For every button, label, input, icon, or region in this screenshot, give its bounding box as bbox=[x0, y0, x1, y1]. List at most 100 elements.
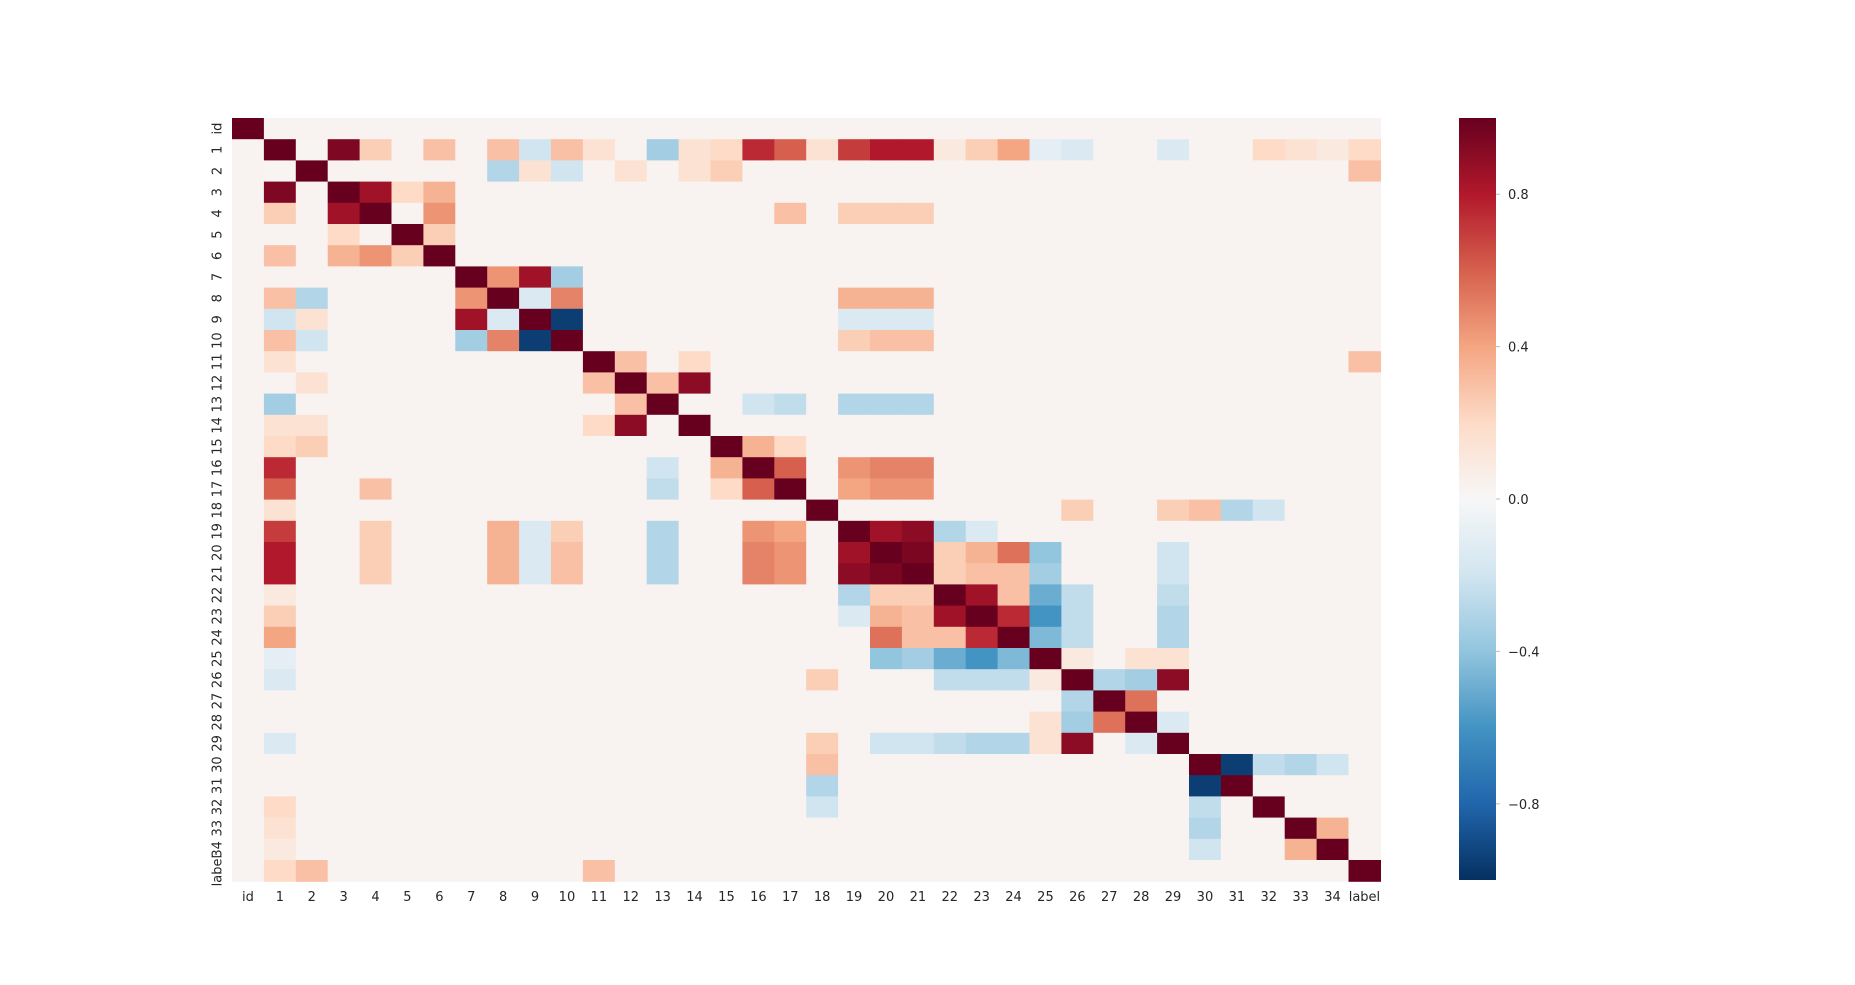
heatmap-cell bbox=[1061, 393, 1094, 416]
x-tick-label: id bbox=[242, 890, 254, 905]
heatmap-cell bbox=[455, 669, 488, 691]
heatmap-cell bbox=[263, 542, 297, 564]
heatmap-cell bbox=[1157, 690, 1190, 713]
heatmap-cell bbox=[423, 542, 456, 564]
heatmap-cell bbox=[997, 351, 1031, 373]
heatmap-cell bbox=[678, 457, 712, 479]
heatmap-cell bbox=[455, 499, 488, 522]
heatmap-cell bbox=[742, 330, 775, 352]
heatmap-cell bbox=[391, 838, 424, 861]
heatmap-cell bbox=[870, 584, 903, 607]
heatmap-cell bbox=[1125, 520, 1158, 543]
heatmap-cell bbox=[646, 796, 680, 819]
heatmap-cell bbox=[1125, 436, 1158, 458]
heatmap-cell bbox=[933, 372, 967, 395]
heatmap-cell bbox=[1348, 690, 1381, 713]
heatmap-cell bbox=[327, 584, 361, 607]
heatmap-cell bbox=[742, 139, 775, 161]
heatmap-cell bbox=[519, 775, 552, 797]
heatmap-cell bbox=[1348, 266, 1381, 289]
heatmap-cell bbox=[742, 245, 775, 267]
heatmap-cell bbox=[678, 817, 712, 840]
x-tick-label: 30 bbox=[1197, 890, 1214, 905]
heatmap-cell bbox=[1220, 563, 1254, 585]
heatmap-cell bbox=[263, 181, 297, 204]
heatmap-cell bbox=[1125, 478, 1158, 501]
heatmap-cell bbox=[263, 499, 297, 522]
x-tick-label: 20 bbox=[878, 890, 895, 905]
heatmap-cell bbox=[901, 626, 935, 649]
heatmap-cell bbox=[263, 393, 297, 416]
y-tick-label: 11 bbox=[211, 354, 226, 371]
heatmap-cell bbox=[359, 542, 393, 564]
heatmap-cell bbox=[1061, 351, 1094, 373]
heatmap-cell bbox=[1284, 478, 1318, 501]
heatmap-cell bbox=[646, 817, 680, 840]
heatmap-cell bbox=[1093, 160, 1126, 183]
heatmap-cell bbox=[582, 245, 616, 267]
heatmap-cell bbox=[1348, 754, 1381, 776]
heatmap-cell bbox=[774, 160, 807, 183]
heatmap-cell bbox=[806, 202, 839, 225]
heatmap-cell bbox=[1029, 732, 1062, 755]
heatmap-cell bbox=[1284, 414, 1318, 437]
heatmap-cell bbox=[582, 542, 616, 564]
heatmap-cell bbox=[519, 330, 552, 352]
heatmap-cell bbox=[1061, 287, 1094, 310]
heatmap-cell bbox=[838, 139, 871, 161]
heatmap-cell bbox=[1189, 393, 1222, 416]
heatmap-cell bbox=[870, 605, 903, 628]
heatmap-cell bbox=[742, 457, 775, 479]
heatmap-cell bbox=[870, 351, 903, 373]
heatmap-cell bbox=[391, 775, 424, 797]
heatmap-cell bbox=[1125, 372, 1158, 395]
heatmap-cell bbox=[1029, 817, 1062, 840]
heatmap-cell bbox=[423, 118, 456, 140]
heatmap-cell bbox=[582, 414, 616, 437]
heatmap-cell bbox=[232, 308, 265, 331]
heatmap-cell bbox=[742, 817, 775, 840]
heatmap-cell bbox=[1029, 478, 1062, 501]
heatmap-cell bbox=[1093, 436, 1126, 458]
heatmap-cell bbox=[997, 732, 1031, 755]
heatmap-cell bbox=[774, 457, 807, 479]
heatmap-cell bbox=[806, 732, 839, 755]
heatmap-cell bbox=[295, 711, 329, 734]
heatmap-cell bbox=[1189, 330, 1222, 352]
heatmap-cell bbox=[710, 626, 743, 649]
heatmap-cell bbox=[582, 796, 616, 819]
heatmap-cell bbox=[806, 690, 839, 713]
heatmap-cell bbox=[582, 436, 616, 458]
heatmap-cell bbox=[646, 499, 680, 522]
heatmap-cell bbox=[710, 542, 743, 564]
heatmap-cell bbox=[646, 478, 680, 501]
heatmap-cell bbox=[1189, 711, 1222, 734]
heatmap-cell bbox=[1252, 393, 1286, 416]
heatmap-cell bbox=[519, 732, 552, 755]
x-tick-label: 11 bbox=[591, 890, 608, 905]
heatmap-cell bbox=[806, 160, 839, 183]
heatmap-cell bbox=[1220, 690, 1254, 713]
y-tick-label: 19 bbox=[211, 523, 226, 540]
heatmap-cell bbox=[997, 860, 1031, 882]
heatmap-cell bbox=[582, 605, 616, 628]
colorbar-tick-label: 0.0 bbox=[1508, 493, 1529, 508]
heatmap-cell bbox=[965, 860, 999, 882]
heatmap-cell bbox=[455, 796, 488, 819]
heatmap-cell bbox=[391, 542, 424, 564]
heatmap-cell bbox=[232, 754, 265, 776]
heatmap-cell bbox=[487, 393, 520, 416]
heatmap-cell bbox=[1157, 202, 1190, 225]
heatmap-cell bbox=[327, 478, 361, 501]
heatmap-cell bbox=[614, 224, 648, 246]
heatmap-cell bbox=[295, 860, 329, 882]
heatmap-cell bbox=[965, 648, 999, 670]
heatmap-cell bbox=[965, 181, 999, 204]
heatmap-cell bbox=[870, 457, 903, 479]
x-tick-label: 1 bbox=[276, 890, 284, 905]
heatmap-cell bbox=[806, 351, 839, 373]
heatmap-cell bbox=[1284, 139, 1318, 161]
y-tick-label: 20 bbox=[211, 544, 226, 561]
heatmap-cell bbox=[391, 605, 424, 628]
heatmap-cell bbox=[327, 626, 361, 649]
